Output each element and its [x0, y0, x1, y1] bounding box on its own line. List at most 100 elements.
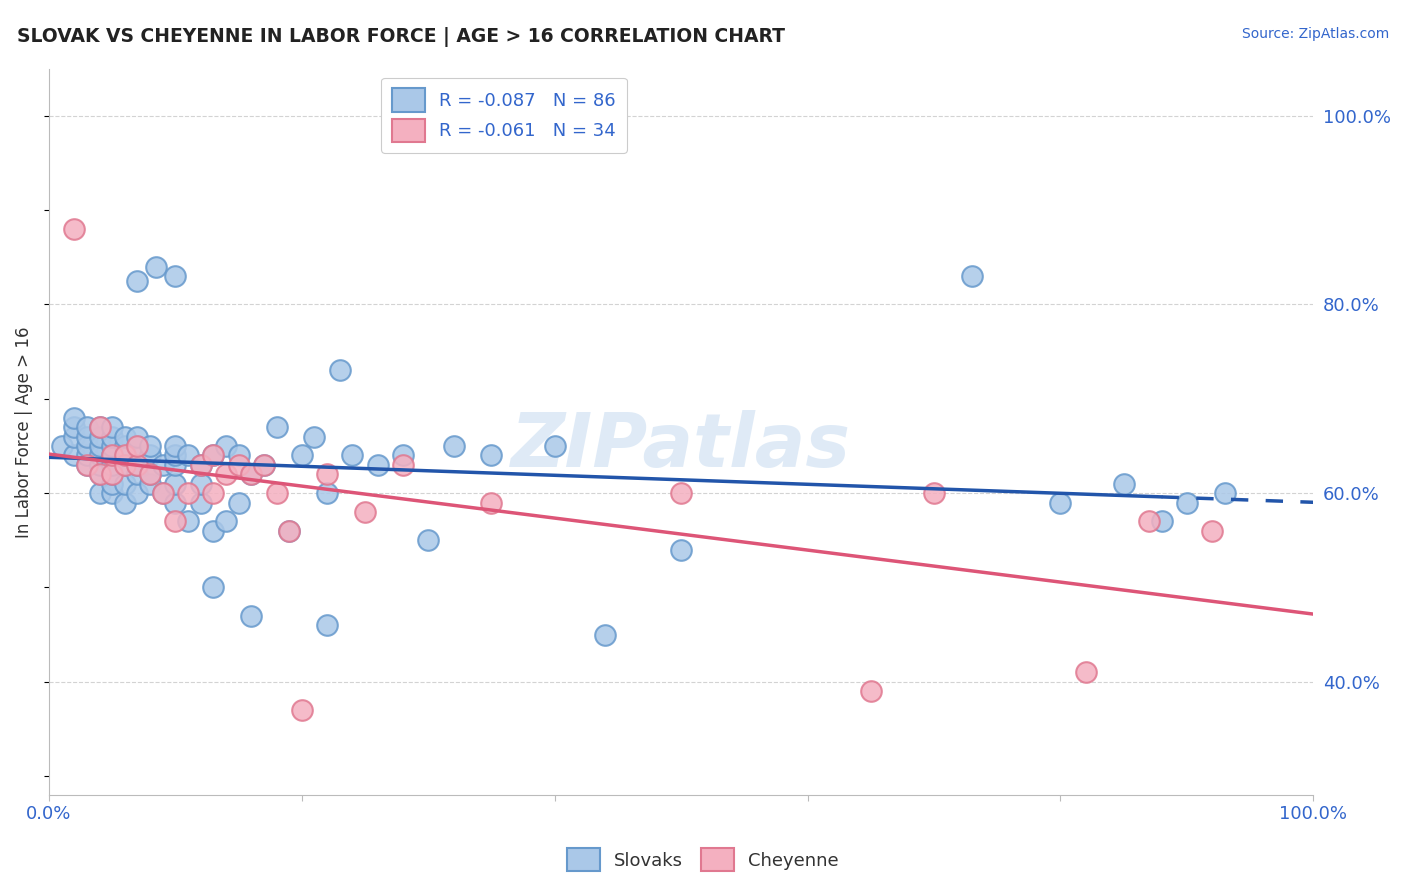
Point [89, 467, 111, 482]
Point [127, 439, 149, 453]
Point [101, 486, 124, 500]
Point [101, 449, 124, 463]
Point [89, 420, 111, 434]
Point [342, 449, 364, 463]
Point [859, 684, 882, 698]
Point [190, 495, 212, 509]
Point [139, 476, 162, 491]
Point [127, 429, 149, 443]
Point [278, 524, 301, 538]
Point [165, 515, 187, 529]
Point [316, 618, 339, 632]
Point [1049, 495, 1071, 509]
Point [152, 486, 174, 500]
Legend: R = -0.087   N = 86, R = -0.061   N = 34: R = -0.087 N = 86, R = -0.061 N = 34 [381, 78, 627, 153]
Point [329, 363, 352, 377]
Point [228, 449, 250, 463]
Text: ZIPatlas: ZIPatlas [512, 409, 851, 483]
Point [202, 486, 225, 500]
Point [1175, 495, 1198, 509]
Point [139, 439, 162, 453]
Point [215, 515, 238, 529]
Point [177, 486, 200, 500]
Point [63, 410, 86, 425]
Point [165, 439, 187, 453]
Point [152, 486, 174, 500]
Point [202, 449, 225, 463]
Point [51, 439, 73, 453]
Y-axis label: In Labor Force | Age > 16: In Labor Force | Age > 16 [15, 326, 32, 538]
Point [101, 476, 124, 491]
Point [316, 486, 339, 500]
Point [240, 608, 263, 623]
Point [266, 420, 288, 434]
Point [63, 449, 86, 463]
Point [63, 222, 86, 236]
Point [960, 269, 983, 284]
Point [291, 449, 314, 463]
Point [114, 495, 136, 509]
Point [63, 429, 86, 443]
Point [202, 449, 225, 463]
Point [101, 458, 124, 472]
Point [593, 627, 616, 641]
Point [544, 439, 567, 453]
Point [127, 458, 149, 472]
Point [127, 486, 149, 500]
Point [253, 458, 276, 472]
Point [165, 269, 187, 284]
Point [89, 420, 111, 434]
Point [304, 429, 326, 443]
Point [127, 439, 149, 453]
Point [418, 533, 440, 548]
Point [139, 449, 162, 463]
Point [165, 476, 187, 491]
Point [669, 542, 692, 557]
Point [481, 495, 503, 509]
Point [190, 458, 212, 472]
Point [127, 467, 149, 482]
Point [392, 449, 415, 463]
Point [101, 429, 124, 443]
Point [443, 439, 465, 453]
Point [152, 458, 174, 472]
Point [215, 467, 238, 482]
Point [76, 458, 98, 472]
Legend: Slovaks, Cheyenne: Slovaks, Cheyenne [560, 841, 846, 879]
Point [1213, 486, 1236, 500]
Point [145, 260, 167, 274]
Point [114, 458, 136, 472]
Point [177, 449, 200, 463]
Point [228, 458, 250, 472]
Point [101, 439, 124, 453]
Point [127, 458, 149, 472]
Text: Source: ZipAtlas.com: Source: ZipAtlas.com [1241, 27, 1389, 41]
Point [114, 429, 136, 443]
Point [89, 467, 111, 482]
Point [278, 524, 301, 538]
Point [101, 467, 124, 482]
Point [669, 486, 692, 500]
Point [165, 458, 187, 472]
Point [139, 467, 162, 482]
Point [253, 458, 276, 472]
Point [215, 439, 238, 453]
Point [202, 524, 225, 538]
Point [139, 467, 162, 482]
Point [1074, 665, 1097, 680]
Point [1112, 476, 1135, 491]
Point [76, 420, 98, 434]
Point [1201, 524, 1223, 538]
Point [76, 439, 98, 453]
Point [367, 458, 389, 472]
Point [190, 458, 212, 472]
Point [266, 486, 288, 500]
Point [89, 429, 111, 443]
Point [392, 458, 415, 472]
Point [481, 449, 503, 463]
Point [101, 420, 124, 434]
Point [101, 467, 124, 482]
Point [177, 515, 200, 529]
Point [89, 449, 111, 463]
Point [202, 581, 225, 595]
